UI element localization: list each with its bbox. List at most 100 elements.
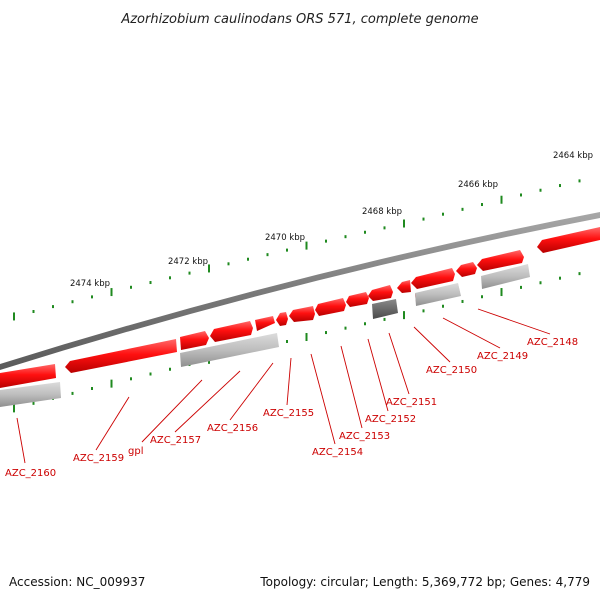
gene-arrow — [397, 280, 411, 293]
minor-tick — [169, 367, 171, 371]
minor-tick — [520, 193, 522, 197]
tick-label: 2472 kbp — [168, 257, 208, 267]
genome-backbone — [0, 212, 600, 370]
major-tick — [500, 288, 503, 297]
leader-line — [340, 345, 363, 429]
minor-tick — [266, 253, 269, 257]
gene-arrow — [0, 364, 56, 388]
minor-tick — [286, 248, 288, 252]
gene-arrow — [210, 321, 253, 342]
minor-tick — [130, 285, 132, 289]
topology-text: Topology: circular; Length: 5,369,772 bp… — [259, 575, 590, 589]
inner-ring-dots — [13, 272, 581, 413]
gene-label: AZC_2154 — [312, 447, 363, 458]
accession-text: Accession: NC_009937 — [9, 575, 145, 589]
minor-tick — [325, 331, 327, 335]
minor-tick — [383, 317, 386, 321]
gene-block — [415, 283, 461, 306]
leader-line — [442, 317, 501, 349]
tick-label: 2464 kbp — [553, 151, 593, 161]
leader-line — [95, 396, 130, 451]
major-tick — [305, 333, 308, 342]
gene-arrow — [65, 339, 177, 373]
major-tick — [403, 219, 405, 228]
minor-tick — [364, 230, 366, 234]
minor-tick — [559, 276, 561, 280]
gene-block — [0, 382, 61, 407]
minor-tick — [559, 184, 561, 188]
minor-tick — [422, 309, 425, 313]
gene-label: AZC_2150 — [426, 365, 477, 376]
minor-tick — [364, 322, 366, 326]
minor-tick — [286, 339, 288, 343]
leader-line — [477, 308, 551, 335]
gene-label: AZC_2155 — [263, 408, 314, 419]
gene-block — [180, 333, 279, 367]
minor-tick — [227, 262, 230, 266]
gene-arrow — [456, 262, 477, 277]
gene-arrow — [276, 312, 288, 326]
minor-tick — [91, 387, 93, 391]
major-tick — [110, 379, 113, 388]
minor-tick — [149, 372, 152, 376]
gene-block — [481, 264, 530, 289]
minor-tick — [344, 235, 347, 239]
gene-arrow — [411, 268, 455, 289]
gene-label: AZC_2149 — [477, 351, 528, 362]
minor-tick — [71, 391, 74, 395]
minor-tick — [247, 257, 249, 261]
map-title: Azorhizobium caulinodans ORS 571, comple… — [120, 12, 478, 27]
minor-tick — [520, 285, 522, 289]
gene-arrow — [180, 331, 209, 350]
minor-tick — [344, 326, 347, 330]
minor-tick — [481, 203, 483, 207]
minor-tick — [461, 299, 464, 303]
minor-tick — [442, 304, 444, 308]
minor-tick — [325, 239, 327, 243]
minor-tick — [32, 401, 35, 405]
gene-label: AZC_2160 — [5, 468, 56, 479]
major-tick — [208, 264, 210, 273]
major-tick — [403, 311, 405, 320]
leader-line — [310, 353, 336, 445]
gene-label: AZC_2152 — [365, 414, 416, 425]
gene-arrow — [255, 316, 275, 331]
minor-tick — [578, 179, 581, 183]
leader-line — [174, 370, 241, 433]
minor-tick — [71, 300, 74, 304]
gene-label: AZC_2153 — [339, 431, 390, 442]
minor-tick — [91, 295, 93, 299]
minor-tick — [461, 207, 464, 211]
major-tick — [13, 404, 15, 413]
leader-line — [16, 417, 26, 464]
minor-tick — [32, 310, 35, 314]
major-tick — [305, 241, 308, 250]
tick-ring-dots — [13, 179, 581, 321]
minor-tick — [383, 226, 386, 230]
gene-label: gpl — [128, 446, 143, 457]
minor-tick — [442, 212, 444, 216]
gene-label: AZC_2157 — [150, 435, 201, 446]
gene-label: AZC_2156 — [207, 423, 258, 434]
leader-line — [413, 326, 451, 363]
major-tick — [13, 312, 15, 321]
minor-tick — [578, 272, 581, 276]
minor-tick — [422, 217, 425, 221]
tick-label: 2466 kbp — [458, 180, 498, 190]
major-tick — [110, 288, 113, 297]
gene-block — [372, 299, 398, 319]
minor-tick — [149, 281, 152, 285]
major-tick — [500, 195, 503, 204]
gene-arrow — [315, 298, 346, 316]
tick-label: 2468 kbp — [362, 207, 402, 217]
gene-label: AZC_2159 — [73, 453, 124, 464]
minor-tick — [539, 281, 542, 285]
tick-label: 2470 kbp — [265, 233, 305, 243]
gene-arrow — [368, 285, 393, 301]
minor-tick — [539, 188, 542, 192]
leader-line — [367, 338, 389, 412]
gene-arrow — [346, 292, 369, 307]
leader-line — [229, 362, 274, 421]
